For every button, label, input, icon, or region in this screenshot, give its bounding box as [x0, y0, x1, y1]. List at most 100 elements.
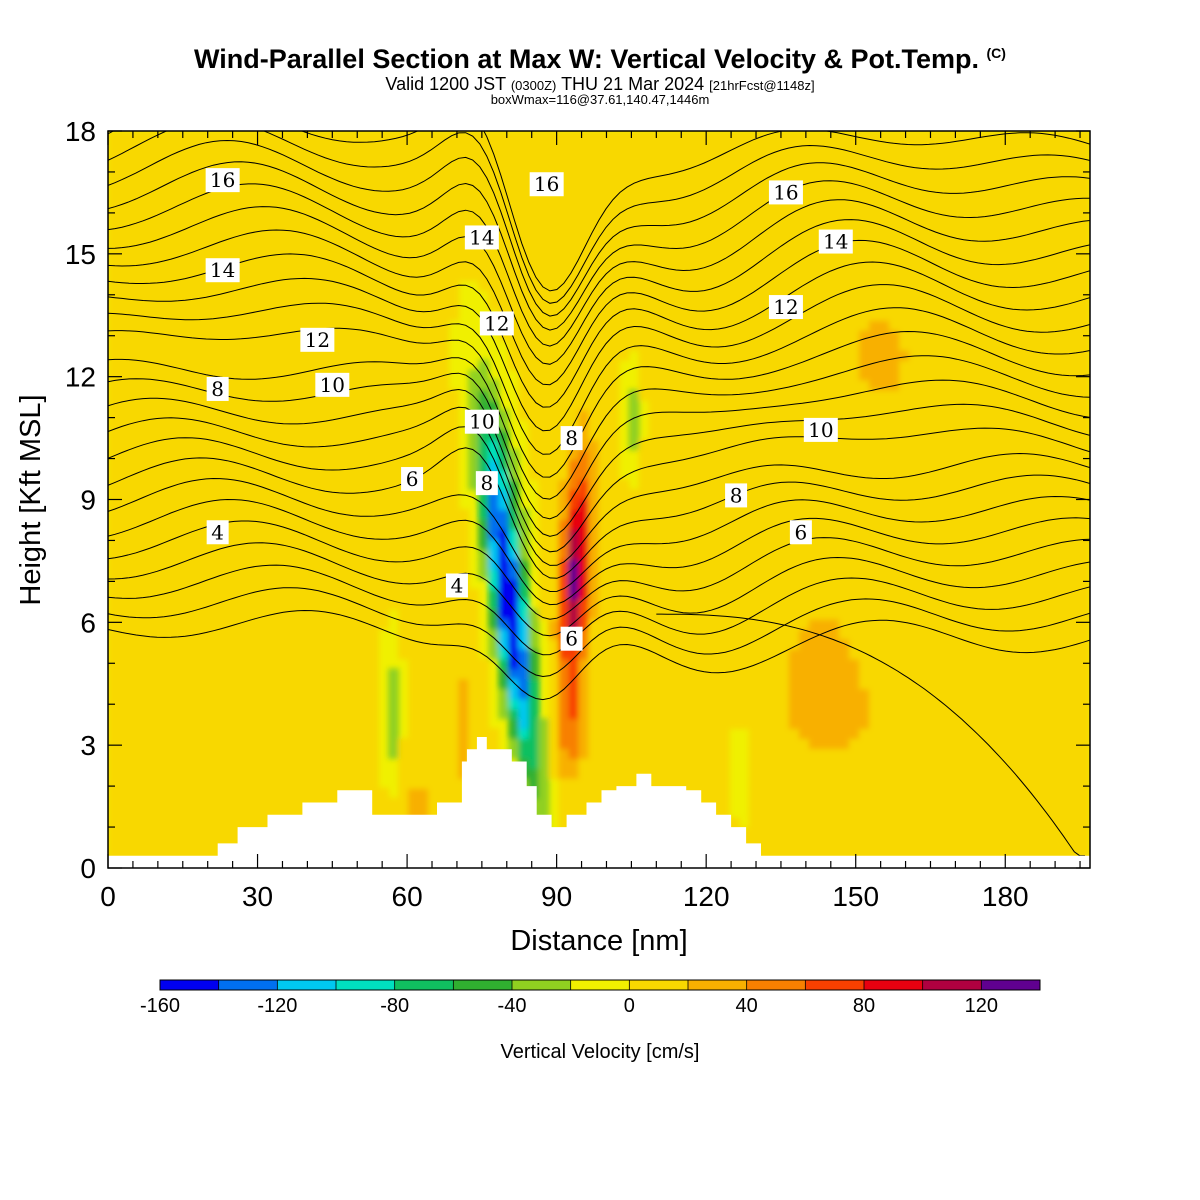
velocity-cell [528, 738, 540, 749]
velocity-cell [448, 777, 460, 789]
velocity-cell [989, 419, 1001, 431]
velocity-cell [227, 777, 239, 789]
velocity-cell [488, 538, 500, 550]
velocity-cell [728, 628, 740, 640]
velocity-cell [317, 359, 329, 371]
velocity-cell [137, 747, 149, 759]
velocity-cell [818, 708, 830, 720]
velocity-cell [838, 847, 851, 859]
velocity-cell [899, 508, 911, 520]
velocity-cell [227, 578, 239, 590]
velocity-cell [548, 578, 560, 590]
velocity-cell [568, 578, 580, 590]
velocity-cell [818, 787, 830, 799]
velocity-cell [869, 449, 881, 461]
velocity-cell [207, 449, 219, 461]
velocity-cell [638, 767, 650, 779]
velocity-cell [1029, 369, 1041, 381]
velocity-cell [137, 787, 149, 799]
velocity-cell [317, 718, 329, 730]
velocity-cell [638, 598, 650, 610]
velocity-cell [1039, 718, 1051, 730]
velocity-cell [558, 409, 570, 421]
velocity-cell [1009, 648, 1021, 660]
velocity-cell [167, 648, 179, 660]
velocity-cell [969, 658, 981, 670]
velocity-cell [137, 847, 149, 859]
velocity-cell [768, 678, 780, 690]
velocity-cell [949, 747, 961, 759]
velocity-cell [408, 638, 420, 650]
velocity-cell [428, 658, 440, 670]
velocity-cell [207, 459, 219, 471]
velocity-cell [999, 688, 1011, 700]
velocity-cell [368, 379, 380, 391]
velocity-cell [939, 698, 951, 710]
velocity-cell [788, 558, 800, 570]
velocity-cell [808, 568, 820, 580]
velocity-cell [748, 479, 760, 491]
velocity-cell [989, 718, 1001, 730]
velocity-cell [949, 379, 961, 391]
velocity-cell [207, 558, 219, 570]
velocity-cell [899, 807, 911, 819]
velocity-cell [398, 787, 410, 799]
velocity-cell [738, 459, 750, 471]
velocity-cell [1029, 499, 1041, 510]
velocity-cell [227, 439, 239, 451]
velocity-cell [758, 708, 770, 720]
velocity-cell [758, 379, 770, 391]
velocity-cell [277, 688, 289, 700]
velocity-cell [979, 499, 991, 510]
velocity-cell [879, 738, 891, 749]
velocity-cell [818, 359, 830, 371]
velocity-cell [678, 399, 690, 411]
velocity-cell [798, 757, 810, 769]
velocity-cell [197, 538, 209, 550]
velocity-cell [778, 777, 790, 789]
velocity-cell [788, 508, 800, 520]
velocity-cell [818, 449, 830, 461]
velocity-cell [177, 588, 189, 600]
velocity-cell [638, 638, 650, 650]
velocity-cell [668, 638, 680, 650]
velocity-cell [939, 718, 951, 730]
velocity-cell [108, 489, 119, 500]
velocity-cell [889, 777, 901, 789]
velocity-cell [628, 648, 640, 660]
velocity-cell [267, 578, 279, 590]
velocity-cell [798, 658, 810, 670]
velocity-cell [187, 369, 199, 381]
velocity-cell [588, 469, 600, 481]
velocity-cell [869, 837, 881, 849]
velocity-cell [588, 628, 600, 640]
velocity-cell [899, 399, 911, 411]
velocity-cell [879, 558, 891, 570]
velocity-cell [969, 807, 981, 819]
velocity-cell [1069, 558, 1081, 570]
velocity-cell [317, 459, 329, 471]
velocity-cell [147, 449, 159, 461]
velocity-cell [508, 558, 520, 570]
velocity-cell [1049, 837, 1061, 849]
velocity-cell [438, 598, 450, 610]
velocity-cell [408, 449, 420, 461]
velocity-cell [1009, 817, 1021, 829]
velocity-cell [167, 558, 179, 570]
velocity-cell [548, 508, 560, 520]
velocity-cell [538, 757, 550, 769]
velocity-cell [438, 339, 450, 351]
velocity-cell [117, 658, 129, 670]
velocity-cell [368, 598, 380, 610]
velocity-cell [808, 738, 820, 749]
velocity-cell [408, 718, 420, 730]
velocity-cell [869, 608, 881, 620]
velocity-cell [758, 747, 770, 759]
velocity-cell [428, 389, 440, 401]
velocity-cell [468, 738, 480, 749]
velocity-cell [438, 638, 450, 650]
velocity-cell [598, 777, 610, 789]
velocity-cell [108, 479, 119, 491]
velocity-cell [408, 399, 420, 411]
velocity-cell [237, 777, 249, 789]
